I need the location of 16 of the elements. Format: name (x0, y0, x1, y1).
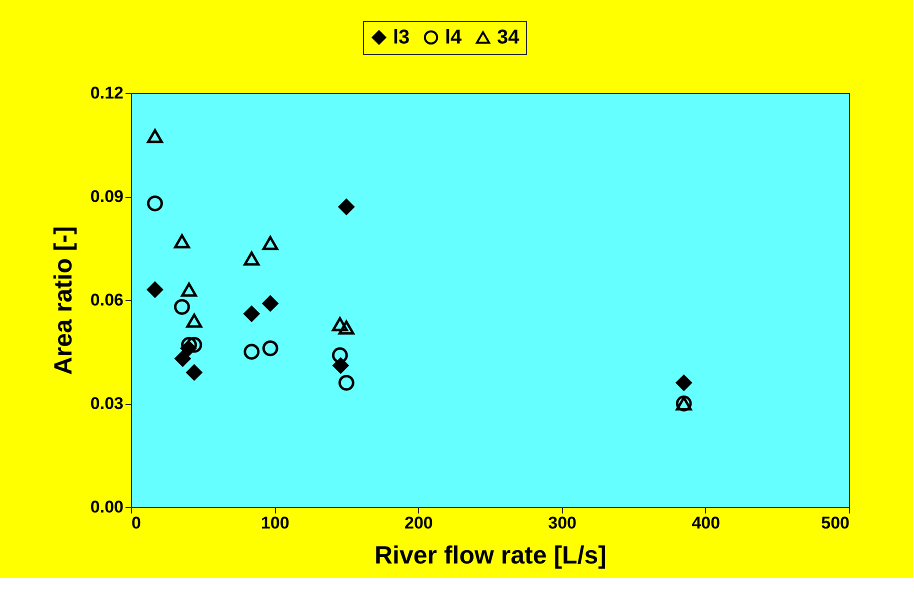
y-tick-label: 0.03 (90, 394, 124, 413)
y-tick-label: 0.06 (90, 290, 124, 310)
x-tick-label: 400 (692, 514, 720, 532)
x-tick-label: 300 (548, 514, 576, 532)
y-axis-title: Area ratio [-] (49, 226, 78, 375)
legend-label: 34 (497, 26, 520, 48)
y-tick-label: 0.00 (90, 498, 124, 516)
legend-label: l4 (445, 26, 463, 48)
x-tick-label: 0 (132, 514, 141, 532)
x-axis-title: River flow rate [L/s] (374, 542, 606, 570)
legend-label: l3 (393, 26, 410, 48)
x-tick-label: 100 (260, 514, 290, 532)
y-tick-label: 0.09 (90, 187, 124, 206)
x-tick-label: 200 (404, 514, 433, 532)
y-tick-label: 0.12 (90, 84, 124, 102)
x-tick-label: 500 (821, 514, 850, 532)
